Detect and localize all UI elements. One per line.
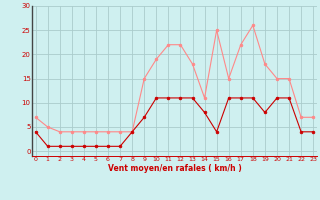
X-axis label: Vent moyen/en rafales ( km/h ): Vent moyen/en rafales ( km/h ) (108, 164, 241, 173)
